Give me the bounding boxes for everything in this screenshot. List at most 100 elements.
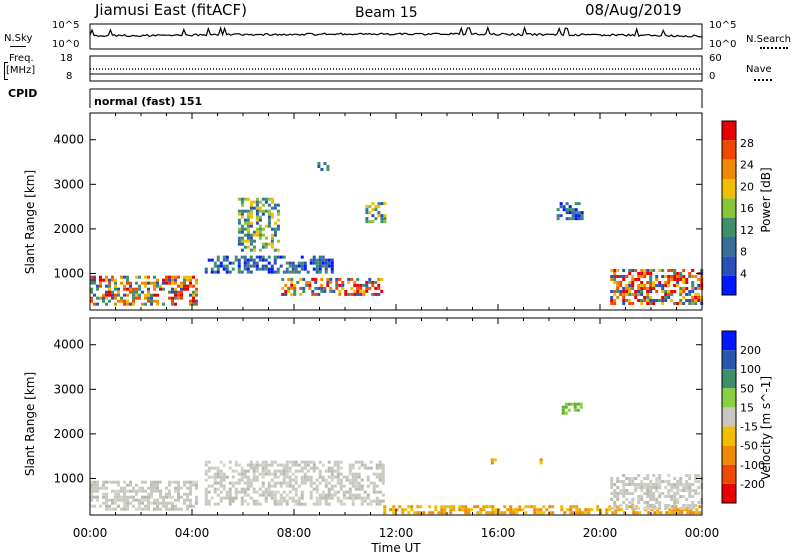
velocity-cell <box>509 508 513 512</box>
velocity-cell <box>569 508 573 512</box>
velocity-cell <box>646 506 650 510</box>
velocity-cell <box>213 478 217 482</box>
power-cell <box>249 239 253 243</box>
velocity-cell <box>213 472 217 476</box>
velocity-cell <box>643 506 647 510</box>
velocity-cell <box>231 484 235 488</box>
velocity-cell <box>237 472 241 476</box>
velocity-cell <box>446 505 450 509</box>
power-cell <box>296 280 300 284</box>
velocity-cell <box>222 472 226 476</box>
power-cell <box>353 289 357 293</box>
velocity-cell <box>419 511 423 515</box>
power-cell <box>153 281 156 285</box>
power-cell <box>610 274 614 278</box>
velocity-cell <box>357 487 361 491</box>
velocity-cell <box>655 479 659 483</box>
velocity-cell <box>646 500 650 504</box>
power-cell <box>99 296 102 300</box>
velocity-cell <box>649 485 653 489</box>
power-cell <box>90 275 93 279</box>
power-cell <box>299 277 303 281</box>
power-cell <box>356 289 360 293</box>
velocity-cell <box>285 472 289 476</box>
velocity-cell <box>99 504 102 508</box>
velocity-cell <box>668 508 672 512</box>
power-cell <box>365 286 369 290</box>
velocity-cell <box>252 487 256 491</box>
velocity-colorbar-tick: -50 <box>740 440 758 453</box>
velocity-cell <box>246 481 250 485</box>
power-cell <box>631 301 635 305</box>
velocity-cell <box>551 511 555 515</box>
power-cell <box>625 283 629 287</box>
cpid-label: CPID <box>8 87 38 100</box>
velocity-cell <box>156 486 159 490</box>
power-cell <box>255 203 259 207</box>
power-cell <box>577 217 581 221</box>
xtick-label: 20:00 <box>583 526 618 540</box>
beam-title: Beam 15 <box>355 5 418 21</box>
power-cell <box>123 293 126 297</box>
power-cell <box>189 299 192 303</box>
power-cell <box>189 284 192 288</box>
velocity-cell <box>126 495 129 499</box>
velocity-cell <box>120 495 123 499</box>
velocity-cell <box>186 504 189 508</box>
velocity-cell <box>294 490 298 494</box>
power-cell <box>180 293 183 297</box>
power-cell <box>90 290 93 294</box>
velocity-cell <box>404 508 408 512</box>
velocity-cell <box>667 482 671 486</box>
velocity-cell <box>240 502 244 506</box>
power-cell <box>371 208 375 212</box>
velocity-cell <box>123 504 126 508</box>
velocity-cell <box>685 482 689 486</box>
velocity-cell <box>261 466 265 470</box>
power-cell <box>688 301 692 305</box>
velocity-cell <box>300 490 304 494</box>
nsky-label: N.Sky <box>4 33 33 44</box>
velocity-cell <box>637 485 641 489</box>
velocity-cell <box>117 489 120 493</box>
velocity-cell <box>655 500 659 504</box>
power-cell <box>123 299 126 303</box>
velocity-cell <box>291 478 295 482</box>
velocity-cell <box>117 492 120 496</box>
velocity-cell <box>282 490 286 494</box>
velocity-cell <box>216 472 220 476</box>
velocity-cell <box>138 489 141 493</box>
power-cell <box>138 293 141 297</box>
velocity-cell <box>273 496 277 500</box>
xtick-label: 04:00 <box>175 526 210 540</box>
velocity-cell <box>533 508 537 512</box>
power-cell <box>565 202 569 206</box>
power-cell <box>105 293 108 297</box>
velocity-cell <box>273 460 277 464</box>
xtick-label: 08:00 <box>277 526 312 540</box>
power-cell <box>180 290 183 294</box>
velocity-cell <box>437 511 441 515</box>
header: Jiamusi East (fitACF) Beam 15 08/Aug/201… <box>0 0 800 24</box>
power-cell <box>365 280 369 284</box>
velocity-cell <box>628 479 632 483</box>
power-cell <box>312 258 316 262</box>
velocity-cell <box>640 494 644 498</box>
power-cell <box>577 202 581 206</box>
power-cell <box>162 278 165 282</box>
power-ytick-label: 3000 <box>53 177 84 191</box>
velocity-cell <box>470 508 474 512</box>
power-cell <box>293 289 297 293</box>
power-cell <box>380 214 384 218</box>
velocity-cell <box>93 486 96 490</box>
velocity-cell <box>171 480 174 484</box>
power-cell <box>267 255 271 259</box>
velocity-cell <box>336 499 340 503</box>
power-cell <box>640 271 644 275</box>
power-cell <box>667 274 671 278</box>
power-cell <box>168 281 171 285</box>
velocity-cell <box>351 484 355 488</box>
power-cell <box>374 205 378 209</box>
velocity-cell <box>551 505 555 509</box>
velocity-cell <box>449 508 453 512</box>
